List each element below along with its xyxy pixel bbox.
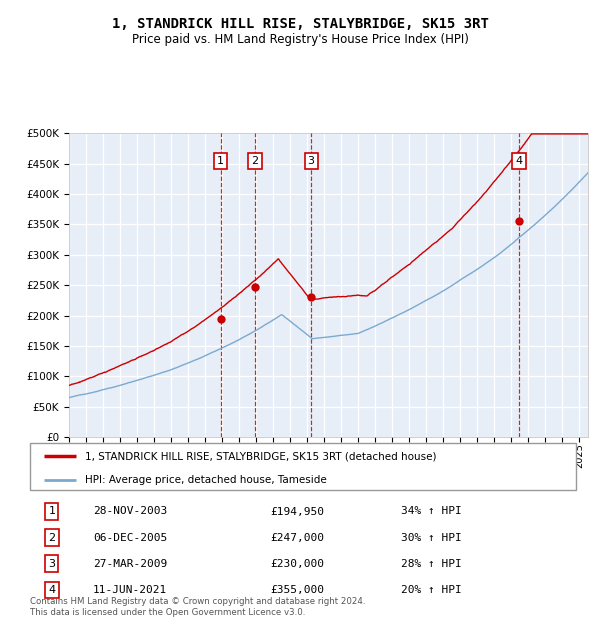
- Text: 3: 3: [49, 559, 55, 569]
- Text: 4: 4: [48, 585, 55, 595]
- Text: 2: 2: [48, 533, 55, 542]
- Text: 28-NOV-2003: 28-NOV-2003: [93, 507, 167, 516]
- Text: 1, STANDRICK HILL RISE, STALYBRIDGE, SK15 3RT (detached house): 1, STANDRICK HILL RISE, STALYBRIDGE, SK1…: [85, 451, 436, 461]
- Text: HPI: Average price, detached house, Tameside: HPI: Average price, detached house, Tame…: [85, 474, 326, 485]
- Text: 20% ↑ HPI: 20% ↑ HPI: [401, 585, 462, 595]
- Text: 30% ↑ HPI: 30% ↑ HPI: [401, 533, 462, 542]
- Text: 2: 2: [251, 156, 259, 166]
- Text: 34% ↑ HPI: 34% ↑ HPI: [401, 507, 462, 516]
- Text: 1: 1: [217, 156, 224, 166]
- Text: 06-DEC-2005: 06-DEC-2005: [93, 533, 167, 542]
- Text: 1, STANDRICK HILL RISE, STALYBRIDGE, SK15 3RT: 1, STANDRICK HILL RISE, STALYBRIDGE, SK1…: [112, 17, 488, 30]
- Text: 11-JUN-2021: 11-JUN-2021: [93, 585, 167, 595]
- FancyBboxPatch shape: [30, 443, 576, 490]
- Text: Price paid vs. HM Land Registry's House Price Index (HPI): Price paid vs. HM Land Registry's House …: [131, 33, 469, 45]
- Text: 1: 1: [49, 507, 55, 516]
- Text: 27-MAR-2009: 27-MAR-2009: [93, 559, 167, 569]
- Text: £194,950: £194,950: [270, 507, 324, 516]
- Text: This data is licensed under the Open Government Licence v3.0.: This data is licensed under the Open Gov…: [30, 608, 305, 617]
- Text: 4: 4: [515, 156, 523, 166]
- Text: £355,000: £355,000: [270, 585, 324, 595]
- Text: £230,000: £230,000: [270, 559, 324, 569]
- Text: 28% ↑ HPI: 28% ↑ HPI: [401, 559, 462, 569]
- Text: £247,000: £247,000: [270, 533, 324, 542]
- Text: Contains HM Land Registry data © Crown copyright and database right 2024.: Contains HM Land Registry data © Crown c…: [30, 597, 365, 606]
- Text: 3: 3: [308, 156, 314, 166]
